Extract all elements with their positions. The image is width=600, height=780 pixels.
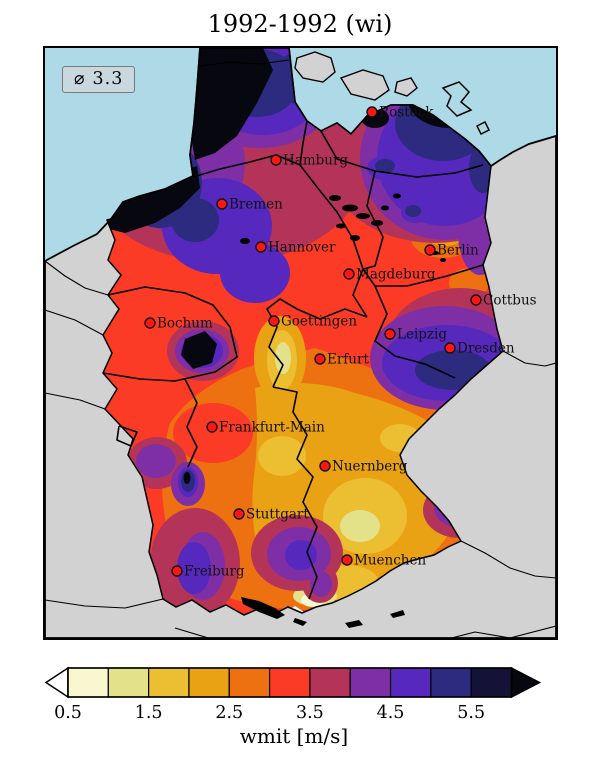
- colorbar-body: [44, 666, 542, 699]
- colorbar-segment: [268, 667, 311, 698]
- colorbar-segment: [349, 667, 392, 698]
- city-label: Berlin: [437, 243, 479, 259]
- city-marker: [444, 342, 456, 354]
- colorbar-segment: [107, 667, 150, 698]
- colorbar-outline: [67, 667, 513, 698]
- city-label: Erfurt: [327, 352, 369, 368]
- city-marker: [206, 421, 218, 433]
- colorbar-segment: [430, 667, 472, 698]
- city-marker: [171, 565, 183, 577]
- city-label: Bremen: [229, 197, 283, 213]
- colorbar-segment: [228, 667, 271, 698]
- city-marker: [233, 508, 245, 520]
- city-label: Leipzig: [397, 327, 447, 343]
- colorbar: 0.5 1.5 2.5 3.5 4.5 5.5: [44, 666, 542, 723]
- city-marker: [314, 353, 326, 365]
- city-markers: Rostock Hamburg Bremen Hannover BerlinMagdeb…: [144, 105, 537, 580]
- city-label: Stuttgart: [246, 507, 309, 523]
- danish-island: [339, 69, 390, 101]
- city-label: Hannover: [268, 240, 336, 256]
- diameter-symbol: ⌀: [74, 69, 86, 89]
- colorbar-segment: [148, 667, 190, 698]
- city-label: Bochum: [157, 316, 213, 332]
- city-label: Frankfurt-Main: [219, 420, 325, 436]
- city-label: Freiburg: [184, 564, 245, 580]
- mean-value: 3.3: [92, 69, 124, 89]
- city-marker: [384, 328, 396, 340]
- city-marker: [470, 294, 482, 306]
- germany-contour-map: Rostock Hamburg Bremen Hannover BerlinMagdeb…: [45, 48, 556, 638]
- colorbar-segment: [67, 667, 109, 698]
- state-borders: [102, 120, 484, 600]
- city-marker: [341, 554, 353, 566]
- city-label: Muenchen: [354, 553, 426, 569]
- city-marker: [319, 460, 331, 472]
- colorbar-tick-label: 0.5: [54, 703, 82, 723]
- colorbar-under-arrow: [44, 666, 69, 699]
- map-axes: Rostock Hamburg Bremen Hannover Berlin Magdeb…: [43, 46, 558, 640]
- figure-title: 1992-1992 (wi): [207, 10, 393, 38]
- colorbar-segment: [389, 667, 432, 698]
- city-marker: [144, 317, 156, 329]
- city-marker: [216, 198, 228, 210]
- city-marker: [343, 268, 355, 280]
- colorbar-label: wmit [m/s]: [239, 724, 349, 748]
- country-borders: [45, 59, 556, 638]
- city-marker: [366, 106, 378, 118]
- city-label: Rostock: [379, 105, 434, 121]
- colorbar-ticks: 0.5 1.5 2.5 3.5 4.5 5.5: [54, 703, 485, 723]
- city-marker: [268, 315, 280, 327]
- city-marker: [255, 241, 267, 253]
- germany-border: [102, 48, 504, 616]
- danish-island: [394, 77, 418, 97]
- colorbar-segment: [470, 667, 513, 698]
- colorbar-tick-label: 3.5: [296, 703, 324, 723]
- colorbar-segment: [309, 667, 351, 698]
- danish-island: [294, 51, 336, 83]
- city-marker: [424, 244, 436, 256]
- colorbar-tick-label: 4.5: [377, 703, 405, 723]
- city-label: Hamburg: [283, 153, 348, 169]
- city-label: Dresden: [457, 341, 515, 357]
- city-label: Goettingen: [281, 314, 357, 330]
- colorbar-tick-label: 1.5: [135, 703, 163, 723]
- city-label: Nuernberg: [332, 459, 408, 475]
- city-label: Cottbus: [483, 293, 537, 309]
- mean-value-legend: ⌀ 3.3: [62, 66, 136, 93]
- colorbar-over-arrow: [510, 666, 542, 699]
- colorbar-tick-label: 5.5: [457, 703, 485, 723]
- lakes: [240, 81, 491, 628]
- city-marker: [270, 154, 282, 166]
- city-label: Magdeburg: [356, 267, 436, 283]
- colorbar-segment: [188, 667, 230, 698]
- colorbar-tick-label: 2.5: [215, 703, 243, 723]
